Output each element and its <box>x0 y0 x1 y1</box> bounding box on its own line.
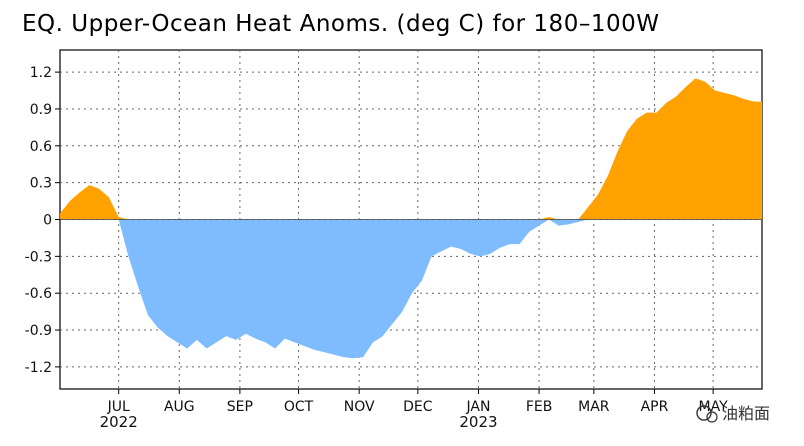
y-axis: 1.2 0.9 0.6 0.3 0 -0.3 -0.6 -0.9 -1.2 <box>25 65 60 376</box>
positive-anomaly-area <box>60 78 762 220</box>
y-tick-label: 0.3 <box>30 176 52 192</box>
chart-title: EQ. Upper-Ocean Heat Anoms. (deg C) for … <box>22 11 659 37</box>
y-tick-label: -1.2 <box>25 360 52 376</box>
y-tick-label: 0.9 <box>30 102 52 118</box>
x-tick-label: AUG <box>164 399 195 415</box>
x-axis: JUL AUG SEP OCT NOV DEC JAN FEB MAR APR MAY 2022 202… <box>100 389 729 431</box>
x-tick-label: SEP <box>227 399 253 415</box>
y-tick-label: 0 <box>43 213 52 229</box>
x-year-label: 2023 <box>459 413 497 431</box>
watermark-right-text: 油粕面 <box>722 404 770 423</box>
x-tick-label: OCT <box>284 399 314 415</box>
watermark-right: 油粕面 <box>696 404 770 423</box>
wechat-icon <box>696 405 712 421</box>
y-tick-label: 0.6 <box>30 139 52 155</box>
y-tick-label: 1.2 <box>30 65 52 81</box>
negative-anomaly-area <box>60 219 762 359</box>
x-tick-label: DEC <box>403 399 433 415</box>
x-year-label: 2022 <box>100 413 138 431</box>
x-tick-label: JUL <box>107 399 130 415</box>
x-tick-label: MAY <box>699 399 729 415</box>
x-tick-label: APR <box>641 399 669 415</box>
y-tick-label: -0.3 <box>25 249 52 265</box>
area-series <box>60 78 762 359</box>
x-tick-label: MAR <box>578 399 610 415</box>
x-tick-label: JAN <box>465 399 490 415</box>
watermark-left: 六数跳限 <box>28 428 84 444</box>
y-tick-label: -0.6 <box>25 286 52 302</box>
wechat-icon-inner <box>706 411 718 423</box>
y-tick-label: -0.9 <box>25 323 52 339</box>
plot-area: 1.2 0.9 0.6 0.3 0 -0.3 -0.6 -0.9 -1.2 JUL AUG SEP O… <box>25 49 763 431</box>
watermark-left-text: 六数跳限 <box>28 428 84 444</box>
x-tick-label: FEB <box>526 399 553 415</box>
x-tick-label: NOV <box>344 399 375 415</box>
